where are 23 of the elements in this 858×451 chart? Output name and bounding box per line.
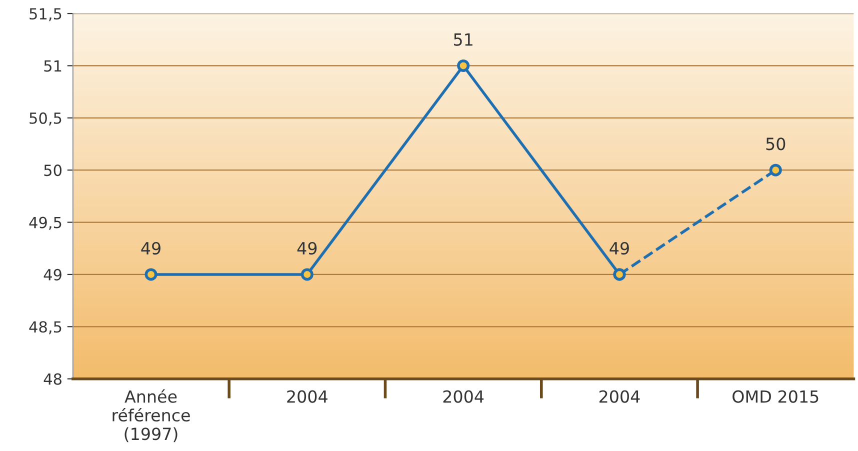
y-tick-label: 50 [44, 164, 62, 176]
y-tick-label: 49,5 [29, 216, 62, 230]
y-tick-label: 50,5 [30, 112, 62, 126]
y-tick-label: 49 [44, 268, 62, 280]
y-tick-label: 51,5 [30, 8, 62, 22]
y-tick-label: 48,5 [29, 321, 62, 334]
x-tick-label: OMD 2015 [732, 390, 818, 403]
y-tick-label: 51 [44, 60, 62, 72]
data-label: 49 [610, 242, 629, 255]
y-tick-label: 48 [44, 373, 62, 385]
data-label: 49 [141, 242, 160, 255]
point [144, 268, 158, 281]
point [457, 59, 470, 72]
point [613, 268, 626, 281]
x-tick-label: 2004 [599, 390, 640, 403]
data-label: 51 [454, 33, 472, 46]
data-label: 49 [297, 242, 317, 255]
point [769, 164, 782, 176]
data-label: 50 [766, 138, 786, 150]
x-tick-label: Année référence (1997) [112, 389, 190, 442]
x-tick-label: 2004 [443, 390, 484, 403]
x-tick-label: 2004 [287, 390, 328, 403]
point [300, 268, 314, 281]
